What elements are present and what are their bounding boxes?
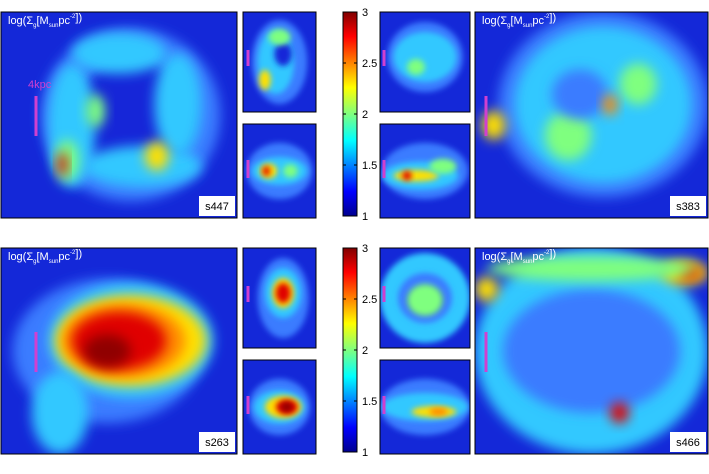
scale-label: 4kpc: [28, 79, 52, 91]
axis-label-part: pc: [58, 251, 70, 263]
axis-label-part: log(Σ: [8, 251, 33, 263]
panel-frame: [474, 11, 709, 219]
axis-label-part: sun: [49, 23, 59, 29]
density-map: [242, 11, 317, 113]
panel-frame: [474, 247, 709, 455]
density-map: [0, 247, 238, 455]
axis-label-part: pc: [532, 251, 544, 263]
axis-label-part: [M: [37, 251, 49, 263]
axis-label: log(Σg[Msunpc-2]): [8, 248, 82, 265]
panel-id: s383: [676, 201, 700, 213]
panel-id: s263: [205, 437, 229, 449]
axis-label-part: ]): [75, 248, 82, 260]
panel-frame: [379, 247, 471, 349]
panel-frame: [379, 123, 471, 219]
density-map: [474, 11, 709, 219]
panel-frame: [379, 359, 471, 455]
axis-label-part: log(Σ: [482, 15, 507, 27]
axis-label-part: g: [507, 259, 510, 265]
axis-label-part: pc: [58, 15, 70, 27]
axis-label-part: [M: [511, 251, 523, 263]
panel-id: s466: [676, 437, 700, 449]
panel-frame: [242, 247, 317, 349]
colorbar-tick-label: 1: [362, 447, 368, 459]
axis-label-part: sun: [523, 259, 533, 265]
axis-label-part: log(Σ: [8, 15, 33, 27]
id-box: [670, 196, 706, 216]
axis-label: log(Σg[Msunpc-2]): [8, 12, 82, 29]
density-map: [242, 359, 317, 455]
axis-label-part: ]): [549, 12, 556, 24]
density-map: [242, 123, 317, 219]
colorbar-tick-label: 2: [362, 345, 368, 357]
axis-label-part: [M: [37, 15, 49, 27]
axis-label-part: -2: [70, 14, 76, 20]
colorbar-tick-label: 3: [362, 7, 368, 19]
axis-label-part: g: [33, 23, 36, 29]
density-map: [379, 11, 471, 113]
axis-label: log(Σg[Msunpc-2]): [482, 248, 556, 265]
density-map: [242, 247, 317, 349]
axis-label-part: sun: [49, 259, 59, 265]
axis-label-part: log(Σ: [482, 251, 507, 263]
axis-label-part: -2: [70, 250, 76, 256]
density-map: [379, 247, 471, 349]
colorbar-tick-label: 2.5: [362, 58, 377, 70]
axis-label-part: ]): [75, 12, 82, 24]
colorbar-tick-label: 2.5: [362, 294, 377, 306]
density-map: [0, 11, 238, 219]
colorbar-tick-label: 1: [362, 211, 368, 223]
colorbar-tick-label: 1.5: [362, 396, 377, 408]
axis-label-part: g: [33, 259, 36, 265]
axis-label-part: -2: [544, 250, 550, 256]
axis-label-part: [M: [511, 15, 523, 27]
panel-frame: [242, 123, 317, 219]
axis-label-part: -2: [544, 14, 550, 20]
panel-frame: [0, 11, 238, 219]
colorbar-tick-label: 1.5: [362, 160, 377, 172]
panel-frame: [0, 247, 238, 455]
density-map: [379, 123, 471, 219]
colorbar-tick-label: 3: [362, 243, 368, 255]
density-map: [379, 359, 471, 455]
axis-label-part: ]): [549, 248, 556, 260]
panel-frame: [242, 11, 317, 113]
colorbar-tick-label: 2: [362, 109, 368, 121]
panel-frame: [379, 11, 471, 113]
panel-frame: [242, 359, 317, 455]
density-map: [474, 247, 709, 455]
axis-label-part: sun: [523, 23, 533, 29]
id-box: [199, 196, 235, 216]
id-box: [199, 432, 235, 452]
axis-label-part: g: [507, 23, 510, 29]
id-box: [670, 432, 706, 452]
axis-label-part: pc: [532, 15, 544, 27]
panel-id: s447: [205, 201, 229, 213]
axis-label: log(Σg[Msunpc-2]): [482, 12, 556, 29]
